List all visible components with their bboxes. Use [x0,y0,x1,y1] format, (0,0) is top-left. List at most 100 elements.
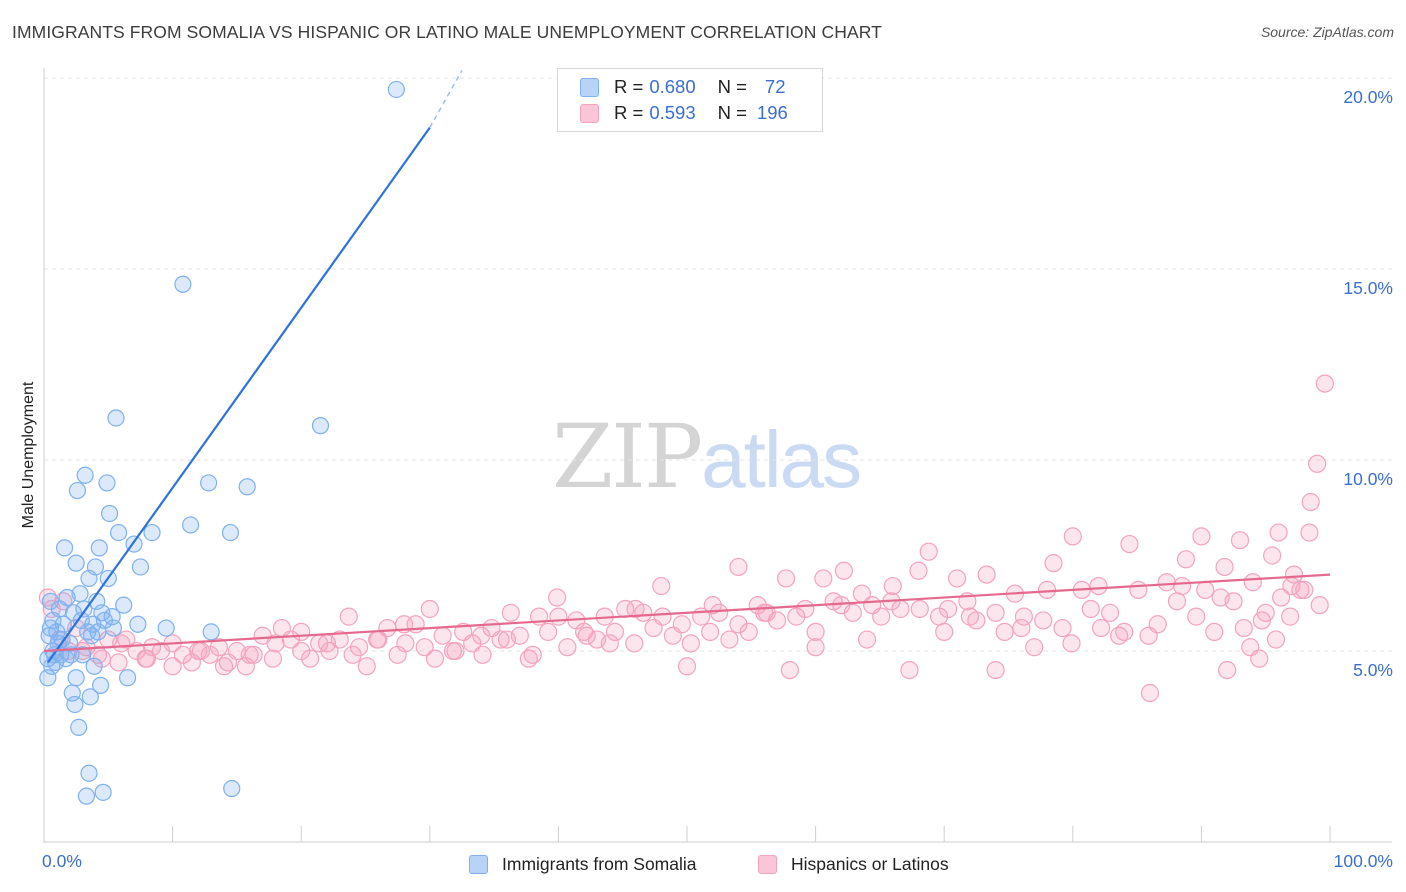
data-point-somalia [67,554,85,572]
data-point-hispanics [1014,607,1034,626]
y-tick-label: 15.0% [1343,278,1393,298]
data-point-hispanics [1192,527,1211,546]
data-point-hispanics [1091,618,1111,638]
n-label: N = [717,102,747,123]
data-point-somalia [85,657,103,675]
data-point-hispanics [137,649,156,668]
data-point-hispanics [189,641,208,661]
stats-row-somalia: R = 0.680 N = 72 [580,75,786,99]
data-point-hispanics [681,634,700,653]
data-point-hispanics [832,596,851,615]
data-point-hispanics [343,645,362,664]
data-point-hispanics [163,657,182,676]
data-point-somalia [70,718,88,737]
data-point-hispanics [600,634,619,653]
data-point-hispanics [1315,374,1334,393]
data-point-hispanics [1157,573,1176,592]
data-point-somalia [81,688,99,706]
data-point-hispanics [1025,638,1044,657]
data-point-hispanics [625,634,644,653]
legend-label-somalia: Immigrants from Somalia [502,853,697,874]
data-point-somalia [76,466,94,484]
legend-item-hispanics[interactable]: Hispanics or Latinos [758,851,949,877]
data-point-somalia [73,646,92,664]
data-point-somalia [129,615,147,633]
data-point-somalia [67,669,85,687]
r-value: 0.593 [649,102,696,123]
data-point-hispanics [266,634,285,653]
data-point-hispanics [501,603,520,622]
data-point-somalia [311,417,330,435]
data-point-hispanics [1243,573,1262,592]
data-point-somalia [98,474,116,492]
data-point-hispanics [605,622,625,642]
data-point-hispanics [73,641,92,661]
data-point-hispanics [960,607,980,626]
data-point-hispanics [558,638,577,657]
x-tick-label-min: 0.0% [42,851,82,871]
data-point-hispanics [491,630,510,649]
data-point-somalia [223,779,241,798]
n-value: 196 [756,102,788,123]
r-value: 0.680 [649,76,696,97]
y-axis-label: Male Unemployment [20,381,37,529]
data-point-hispanics [415,638,434,657]
data-point-hispanics [977,565,996,584]
data-point-somalia [55,539,74,557]
trend-line-somalia [46,127,431,664]
data-point-hispanics [301,649,320,668]
data-point-hispanics [1282,576,1301,596]
data-point-hispanics [1037,580,1057,599]
data-point-hispanics [214,657,234,676]
data-point-hispanics [995,622,1014,642]
data-point-hispanics [1263,546,1282,565]
data-point-hispanics [539,622,558,642]
data-point-hispanics [910,599,929,619]
data-point-hispanics [1089,576,1108,596]
data-point-hispanics [209,638,228,657]
data-point-hispanics [244,645,263,664]
data-point-hispanics [701,622,720,642]
r-label: R = [614,76,644,97]
data-point-somalia [221,523,240,542]
legend-swatch-hispanics [758,854,777,874]
data-point-somalia [54,615,72,633]
data-point-hispanics [240,645,259,664]
data-point-hispanics [872,607,891,626]
data-point-hispanics [710,603,729,622]
data-point-hispanics [1173,576,1192,596]
data-point-hispanics [549,607,568,626]
data-point-hispanics [472,626,491,645]
data-point-hispanics [1148,615,1167,634]
data-point-somalia [115,596,133,614]
legend-label-hispanics: Hispanics or Latinos [791,853,949,874]
data-point-hispanics [1205,622,1224,642]
data-point-somalia [107,409,125,427]
data-point-somalia [90,539,108,557]
data-point-hispanics [834,561,853,580]
y-tick-label: 20.0% [1343,87,1393,107]
data-point-hispanics [729,615,748,634]
data-point-hispanics [626,599,645,619]
data-point-hispanics [919,542,938,561]
data-point-hispanics [947,569,967,588]
x-tick-label-max: 100.0% [1333,851,1393,871]
data-point-hispanics [729,557,748,577]
correlation-stats-box: R = 0.680 N = 72 R = 0.593 N = 196 [557,68,823,132]
data-point-hispanics [497,630,517,649]
data-point-hispanics [938,599,958,619]
legend-item-somalia[interactable]: Immigrants from Somalia [469,851,697,877]
data-point-somalia [131,558,150,576]
trend-lines [43,69,1331,664]
y-tick-label: 5.0% [1353,660,1393,680]
watermark-zip: ZIP [552,405,703,508]
legend-swatch-somalia [469,854,488,874]
data-point-hispanics [369,630,388,649]
data-point-hispanics [1044,554,1063,573]
data-point-somalia [157,619,175,637]
somalia-swatch [580,77,599,97]
data-point-somalia [80,764,98,782]
n-value: 72 [764,76,786,97]
data-point-hispanics [357,657,376,676]
